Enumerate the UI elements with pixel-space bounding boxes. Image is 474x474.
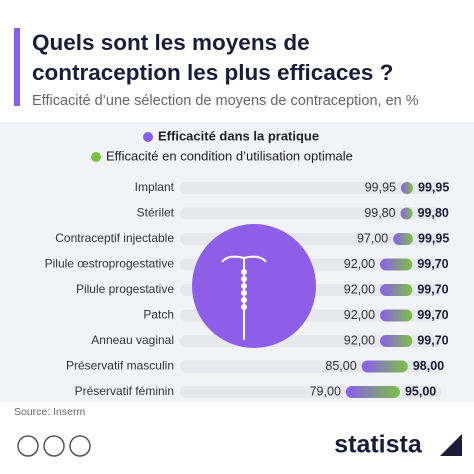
bar [380,309,413,322]
value-label: 92,00 [344,257,375,271]
track [180,182,442,194]
bar [400,207,413,220]
value-label: 79,00 [310,384,341,398]
value-label: 92,00 [344,333,375,347]
bar [380,284,413,296]
category-label: Pilule progestative [76,282,174,296]
legend-marker [143,132,153,142]
value-label: 99,70 [417,282,448,296]
value-label: 99,70 [417,257,448,271]
category-label: Implant [135,180,175,194]
bar [361,360,408,373]
value-label: 92,00 [344,308,375,322]
value-label: 99,95 [418,180,449,194]
brand-logo: statista [334,431,423,459]
value-label: 95,00 [405,384,436,398]
brand-mark [440,434,462,456]
bar [393,233,413,245]
value-label: 92,00 [344,282,375,296]
bar [380,335,413,347]
value-label: 99,80 [418,206,449,220]
chart-title: Quels sont les moyens de contraception le… [32,30,393,85]
track [180,207,442,220]
illustration [192,224,316,348]
category-label: Contraceptif injectable [55,231,174,245]
category-label: Préservatif féminin [75,384,174,398]
value-label: 99,80 [364,206,395,220]
accent-bar [14,28,20,106]
category-label: Pilule œstroprogestative [45,257,175,271]
legend-label: Efficacité dans la pratique [158,128,319,143]
category-label: Stérilet [137,206,175,220]
legend-label: Efficacité en condition d’utilisation op… [106,148,353,163]
value-label: 99,70 [417,308,448,322]
bar [401,182,413,194]
value-label: 99,70 [417,333,448,347]
iud-beads [241,269,247,310]
source: Source: Inserm [14,406,85,418]
bar [380,258,413,271]
category-label: Anneau vaginal [91,333,174,347]
bar [345,386,400,398]
legend-marker [91,152,101,162]
value-label: 98,00 [413,359,444,373]
value-label: 99,95 [365,180,396,194]
value-label: 99,95 [418,231,449,245]
license-icons [17,435,91,457]
category-label: Patch [143,308,174,322]
chart-subtitle: Efficacité d’une sélection de moyens de … [32,93,419,109]
value-label: 97,00 [357,231,388,245]
value-label: 85,00 [325,359,356,373]
category-label: Préservatif masculin [66,359,174,373]
